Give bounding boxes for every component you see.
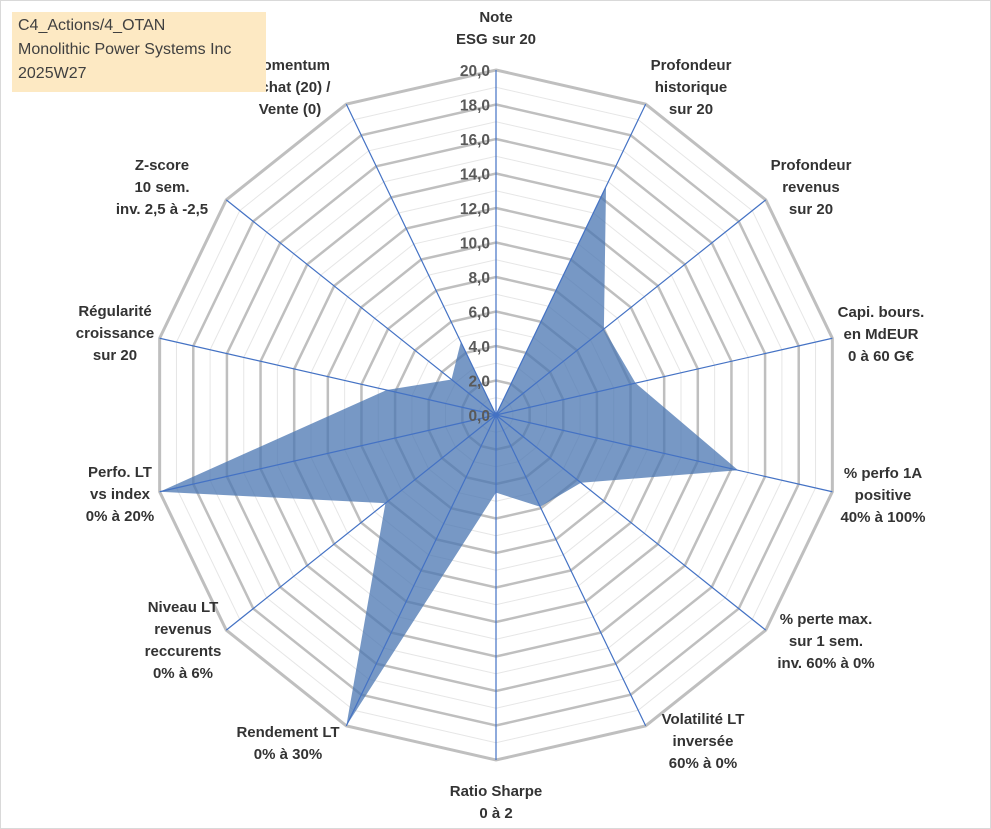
axis-label-line: en MdEUR [844,326,919,343]
axis-label-line: reccurents [145,643,222,660]
axis-spoke [495,103,647,416]
tick-label: 6,0 [468,305,490,322]
axis-label-line: sur 20 [669,101,713,118]
axis-label-line: % perfo 1A [844,465,923,482]
axis-label-line: Ratio Sharpe [450,783,543,800]
series-area [159,186,739,726]
axis-spoke [345,103,497,416]
tick-label: 2,0 [468,374,490,391]
axis-label-line: inv. 60% à 0% [777,655,874,672]
axis-label-line: Vente (0) [259,101,322,118]
axis-label: Note ESG sur 20 [456,9,536,48]
axis-spoke [159,337,497,416]
axis-label: Volatilité LT inversée 60% à 0% [662,711,745,772]
axis-label-line: Note [479,9,512,26]
title-line-3: 2025W27 [18,65,87,82]
axis-label: % perfo 1A positive 40% à 100% [840,465,925,526]
axis-label: Profondeur historique sur 20 [651,57,732,118]
tick-label: 14,0 [460,167,490,184]
title-line-1: C4_Actions/4_OTAN [18,17,166,34]
axis-label-line: Z-score [135,157,189,174]
axis-label: Capi. bours. en MdEUR 0 à 60 G€ [838,304,925,365]
axis-label-line: Capi. bours. [838,304,925,321]
axis-label-line: % perte max. [780,611,873,628]
axis-spoke [225,414,497,631]
axis-label-line: 60% à 0% [669,755,737,772]
axis-label-line: 0% à 20% [86,508,154,525]
axis-label: Rendement LT 0% à 30% [236,724,339,763]
axis-label-line: revenus [782,179,840,196]
axis-label: Z-score 10 sem. inv. 2,5 à -2,5 [116,157,208,218]
tick-label: 8,0 [468,270,490,287]
axis-label: % perte max. sur 1 sem. inv. 60% à 0% [777,611,874,672]
tick-label: 16,0 [460,132,490,149]
axis-spoke [345,414,497,727]
tick-label: 18,0 [460,98,490,115]
axis-label-line: vs index [90,486,151,503]
tick-label: 20,0 [460,63,490,80]
axis-label-line: Volatilité LT [662,711,745,728]
axis-label-line: Profondeur [651,57,732,74]
axis-label-line: ESG sur 20 [456,31,536,48]
axis-spoke [495,414,647,727]
axis-label-line: Achat (20) / [250,79,332,96]
axis-label-line: positive [855,487,912,504]
axis-label-line: Momentum [250,57,330,74]
chart-title-box: C4_Actions/4_OTAN Monolithic Power Syste… [12,12,266,92]
axis-label-line: revenus [154,621,212,638]
axis-label-line: 0 à 2 [479,805,512,822]
axis-label: Ratio Sharpe 0 à 2 [450,783,543,822]
axis-label-line: sur 20 [789,201,833,218]
axis-spoke [159,414,497,493]
axis-label-line: inversée [673,733,734,750]
axis-spoke [495,414,833,493]
axis-label-line: 40% à 100% [840,509,925,526]
title-line-2: Monolithic Power Systems Inc [18,41,232,58]
tick-label: 4,0 [468,339,490,356]
axis-label-line: historique [655,79,728,96]
axis-label: Perfo. LT vs index 0% à 20% [86,464,154,525]
tick-label: 10,0 [460,236,490,253]
tick-label: 12,0 [460,201,490,218]
axis-spoke [225,199,497,416]
axis-label-line: Perfo. LT [88,464,152,481]
axis-label-line: 10 sem. [134,179,189,196]
axis-spoke [495,199,767,416]
axis-label-line: sur 1 sem. [789,633,863,650]
tick-label: 0,0 [468,408,490,425]
axis-label: Niveau LT revenus reccurents 0% à 6% [145,599,222,682]
axis-label: Profondeur revenus sur 20 [771,157,852,218]
axis-label: Momentum Achat (20) / Vente (0) [250,57,332,118]
axis-label-line: inv. 2,5 à -2,5 [116,201,208,218]
axis-label-line: 0 à 60 G€ [848,348,915,365]
axis-spoke [495,337,833,416]
axis-label: Régularité croissance sur 20 [76,303,154,364]
axis-label-line: Niveau LT [148,599,219,616]
axis-label-line: croissance [76,325,154,342]
axis-spoke [495,414,767,631]
axis-label-line: 0% à 30% [254,746,322,763]
axis-label-line: 0% à 6% [153,665,213,682]
axis-label-line: Rendement LT [236,724,339,741]
axis-label-line: Régularité [78,303,151,320]
axis-label-line: Profondeur [771,157,852,174]
axis-label-line: sur 20 [93,347,137,364]
